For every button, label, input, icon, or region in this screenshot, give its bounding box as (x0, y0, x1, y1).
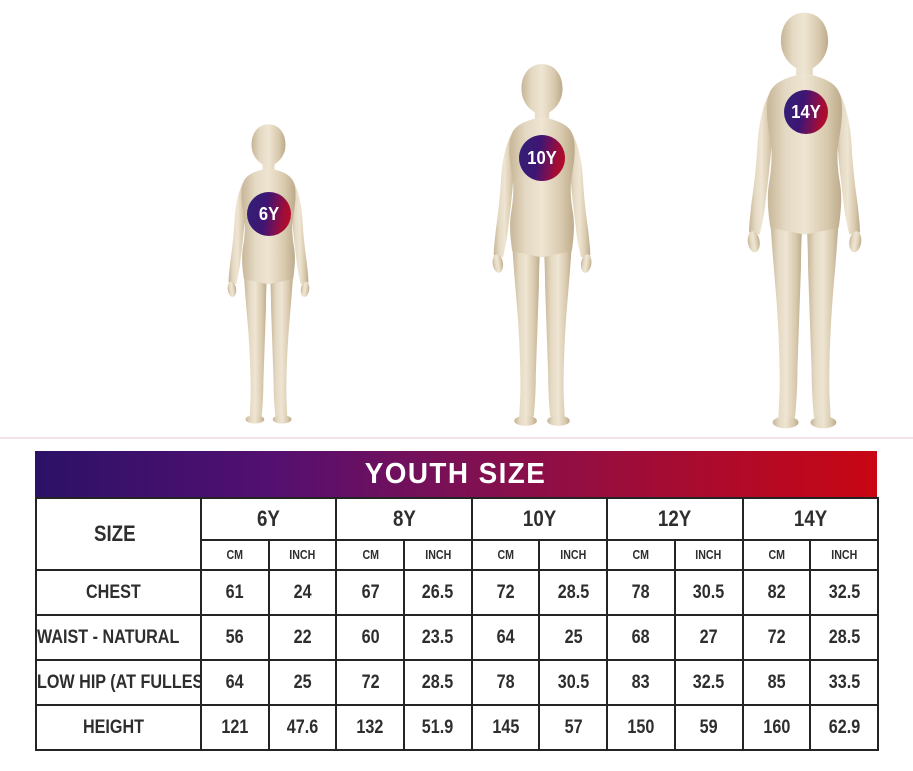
size-col-10y: 10Y (470, 497, 609, 541)
unit-cm: CM (335, 539, 406, 571)
figures-divider (0, 437, 913, 439)
value-cell: 57 (538, 704, 609, 751)
size-col-14y: 14Y (741, 497, 879, 541)
value-cell: 85 (741, 659, 812, 706)
mannequin-10y (491, 64, 593, 426)
value-cell: 78 (606, 569, 676, 616)
size-badge-6y: 6Y (247, 192, 291, 236)
value-cell: 78 (470, 659, 541, 706)
value-cell: 145 (470, 704, 541, 751)
row-height: HEIGHT 121 47.6 132 51.9 145 57 150 59 1… (35, 704, 879, 751)
value-cell: 30.5 (673, 569, 744, 616)
row-label-height: HEIGHT (35, 704, 202, 751)
size-badge-14y-label: 14Y (791, 101, 821, 122)
value-cell: 62.9 (809, 704, 879, 751)
value-cell: 28.5 (403, 659, 473, 706)
unit-cm: CM (741, 539, 812, 571)
unit-inch: INCH (403, 539, 473, 571)
table-title-bar: YOUTH SIZE (35, 451, 877, 497)
mannequin-14y (746, 12, 863, 429)
row-label-low-hip: LOW HIP (AT FULLEST) (35, 659, 202, 706)
size-col-6y: 6Y (199, 497, 338, 541)
value-cell: 22 (267, 614, 338, 661)
unit-header-row: CM INCH CM INCH CM INCH CM INCH CM INCH (36, 539, 879, 571)
value-cell: 82 (741, 569, 812, 616)
value-cell: 150 (606, 704, 676, 751)
unit-inch: INCH (267, 539, 338, 571)
value-cell: 59 (673, 704, 744, 751)
unit-inch: INCH (673, 539, 744, 571)
table-title: YOUTH SIZE (365, 457, 547, 490)
value-cell: 32.5 (809, 569, 879, 616)
value-cell: 47.6 (267, 704, 338, 751)
size-badge-10y-label: 10Y (527, 147, 557, 168)
value-cell: 160 (741, 704, 812, 751)
row-chest: CHEST 61 24 67 26.5 72 28.5 78 30.5 82 3… (35, 569, 879, 616)
row-label-waist: WAIST - NATURAL (35, 614, 202, 661)
mannequin-6y (226, 124, 311, 424)
size-col-8y: 8Y (335, 497, 473, 541)
value-cell: 25 (538, 614, 609, 661)
value-cell: 64 (470, 614, 541, 661)
value-cell: 64 (200, 659, 270, 706)
unit-cm: CM (470, 539, 541, 571)
size-badge-14y: 14Y (784, 90, 828, 134)
size-badge-10y: 10Y (519, 135, 565, 181)
value-cell: 132 (335, 704, 406, 751)
value-cell: 30.5 (538, 659, 609, 706)
value-cell: 72 (741, 614, 812, 661)
unit-inch: INCH (809, 539, 879, 571)
value-cell: 60 (335, 614, 406, 661)
row-waist: WAIST - NATURAL 56 22 60 23.5 64 25 68 2… (35, 614, 879, 661)
value-cell: 33.5 (809, 659, 879, 706)
size-badge-6y-label: 6Y (258, 203, 280, 224)
value-cell: 28.5 (538, 569, 609, 616)
value-cell: 32.5 (673, 659, 744, 706)
size-header-cell: SIZE (35, 497, 202, 571)
value-cell: 25 (267, 659, 338, 706)
value-cell: 23.5 (403, 614, 473, 661)
row-label-chest: CHEST (35, 569, 202, 616)
row-low-hip: LOW HIP (AT FULLEST) 64 25 72 28.5 78 30… (35, 659, 879, 706)
unit-cm: CM (200, 539, 270, 571)
size-header-row: SIZE 6Y 8Y 10Y 12Y 14Y (35, 497, 879, 571)
size-table: SIZE 6Y 8Y 10Y 12Y 14Y CM INCH CM INCH C… (35, 497, 879, 751)
value-cell: 26.5 (403, 569, 473, 616)
value-cell: 51.9 (403, 704, 473, 751)
value-cell: 121 (200, 704, 270, 751)
value-cell: 72 (335, 659, 406, 706)
value-cell: 72 (470, 569, 541, 616)
unit-inch: INCH (538, 539, 609, 571)
value-cell: 56 (200, 614, 270, 661)
value-cell: 24 (267, 569, 338, 616)
value-cell: 83 (606, 659, 676, 706)
value-cell: 68 (606, 614, 676, 661)
value-cell: 67 (335, 569, 406, 616)
value-cell: 28.5 (809, 614, 879, 661)
size-col-12y: 12Y (606, 497, 744, 541)
figures-section: 6Y 10Y 14Y (0, 12, 913, 439)
value-cell: 61 (200, 569, 270, 616)
value-cell: 27 (673, 614, 744, 661)
unit-cm: CM (606, 539, 676, 571)
